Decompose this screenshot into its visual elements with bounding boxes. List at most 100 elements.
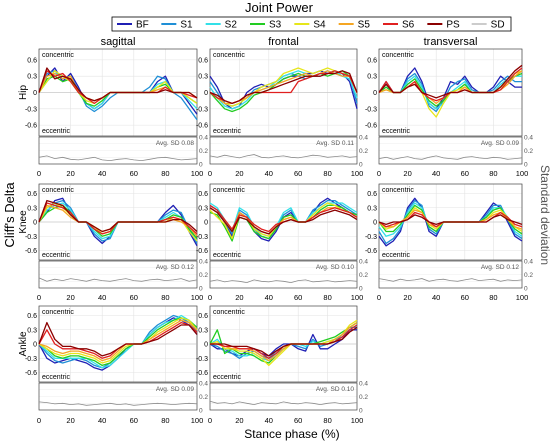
column-title-transversal: transversal: [424, 36, 478, 48]
sd-axes-frame: [38, 382, 198, 411]
series-line-bf: [209, 329, 357, 357]
series-line-ps: [209, 70, 358, 105]
row-title-ankle: Ankle: [18, 331, 29, 356]
x-tick-label: 40: [265, 293, 273, 302]
x-tick-label: 60: [130, 416, 138, 425]
eccentric-label: eccentric: [213, 252, 242, 259]
y-tick-label: -0.3: [196, 356, 208, 363]
avg-sd-label: Avg. SD 0.12: [156, 264, 195, 271]
x-tick-label: 20: [403, 293, 411, 302]
y-tick-label: 0.3: [27, 327, 37, 334]
concentric-label: concentric: [42, 52, 74, 59]
row-title-hip: Hip: [18, 85, 29, 100]
y-tick-label: 0.6: [27, 313, 37, 320]
legend-label-sd: SD: [491, 20, 505, 31]
left-axis-title: Cliff's Delta: [2, 182, 17, 248]
legend: BF S1 S2 S3 S4 S5 S6 PS SD: [111, 16, 512, 32]
x-tick-label: 60: [294, 169, 302, 178]
x-tick-label: 100: [351, 293, 364, 302]
series-line-ps: [38, 321, 198, 357]
y-tick-label: 0.6: [198, 57, 208, 64]
x-tick-label: 60: [461, 169, 469, 178]
sd-tick-label: 0.2: [524, 148, 533, 155]
x-tick-label: 0: [208, 416, 212, 425]
sd-line: [209, 400, 358, 406]
concentric-label: concentric: [213, 52, 245, 59]
y-tick-label: 0.3: [27, 205, 37, 212]
sd-tick-label: 0.2: [359, 394, 368, 401]
series-line-ps: [378, 64, 523, 99]
y-tick-label: -0.6: [196, 370, 208, 377]
concentric-label: concentric: [382, 52, 414, 59]
sd-tick-label: 0: [359, 408, 363, 415]
legend-label-s5: S5: [358, 20, 371, 31]
x-tick-label: 100: [191, 169, 204, 178]
legend-label-s1: S1: [180, 20, 193, 31]
y-tick-label: -0.3: [25, 356, 37, 363]
x-tick-label: 80: [489, 293, 497, 302]
right-axis-title: Standard deviation: [538, 165, 550, 265]
eccentric-label: eccentric: [213, 128, 242, 135]
series-line-ps: [378, 214, 523, 226]
series-line-s3: [209, 70, 358, 113]
y-tick-label: -0.3: [365, 106, 377, 113]
y-tick-label: -0.6: [25, 248, 37, 255]
x-tick-label: 0: [208, 293, 212, 302]
legend-label-s2: S2: [225, 20, 238, 31]
sd-axes-frame: [209, 260, 358, 289]
sd-tick-label: 0.2: [359, 272, 368, 279]
x-tick-label: 100: [191, 293, 204, 302]
panel-ankle-sagittal: 0.6 0.3 0 -0.3 -0.6 0.4 0.2 0 0 20 40 60 80 100 concen…: [25, 305, 208, 425]
x-tick-label: 0: [37, 169, 41, 178]
y-tick-label: -0.3: [196, 234, 208, 241]
legend-box: [111, 16, 512, 32]
y-tick-label: 0.3: [198, 74, 208, 81]
legend-label-s3: S3: [269, 20, 282, 31]
eccentric-label: eccentric: [42, 374, 71, 381]
sd-tick-label: 0.4: [524, 135, 533, 142]
x-tick-label: 80: [161, 416, 169, 425]
x-tick-label: 100: [351, 169, 364, 178]
x-tick-label: 20: [235, 169, 243, 178]
x-tick-label: 80: [323, 169, 331, 178]
concentric-label: concentric: [382, 187, 414, 194]
x-tick-label: 0: [37, 293, 41, 302]
sd-line: [378, 155, 523, 160]
concentric-label: concentric: [213, 309, 245, 316]
sd-axes-frame: [209, 136, 358, 165]
avg-sd-label: Avg. SD 0.10: [316, 386, 355, 393]
x-tick-label: 80: [489, 169, 497, 178]
x-tick-label: 100: [191, 416, 204, 425]
avg-sd-label: Avg. SD 0.11: [316, 140, 354, 147]
x-tick-label: 40: [432, 293, 440, 302]
y-tick-label: 0: [373, 90, 377, 97]
series-line-s5: [209, 207, 358, 235]
x-tick-label: 20: [235, 293, 243, 302]
series-line-ps: [38, 199, 198, 233]
series-line-s3: [38, 317, 198, 367]
x-tick-label: 80: [323, 416, 331, 425]
sd-line: [38, 277, 198, 282]
sd-tick-label: 0: [199, 162, 203, 169]
series-line-s4: [38, 317, 198, 364]
sd-axes-frame: [378, 136, 523, 165]
y-tick-label: 0.3: [367, 74, 377, 81]
y-tick-label: 0.6: [27, 57, 37, 64]
x-tick-label: 20: [66, 416, 74, 425]
y-tick-label: -0.3: [196, 106, 208, 113]
panel-knee-sagittal: 0.6 0.3 0 -0.3 -0.6 0.4 0.2 0 0 20 40 60 80 100 concen…: [25, 183, 208, 302]
y-tick-label: 0: [33, 90, 37, 97]
row-title-knee: Knee: [18, 210, 29, 234]
concentric-label: concentric: [42, 309, 74, 316]
y-tick-label: -0.6: [25, 370, 37, 377]
x-tick-label: 60: [130, 293, 138, 302]
series-line-s5: [38, 72, 198, 102]
sd-tick-label: 0.2: [199, 272, 208, 279]
sd-tick-label: 0: [199, 408, 203, 415]
series-line-s1: [209, 326, 357, 359]
y-tick-label: 0.6: [367, 191, 377, 198]
sd-tick-label: 0.4: [199, 259, 208, 266]
legend-label-ps: PS: [446, 20, 460, 31]
series-line-ps: [38, 67, 198, 102]
x-tick-label: 100: [516, 169, 529, 178]
